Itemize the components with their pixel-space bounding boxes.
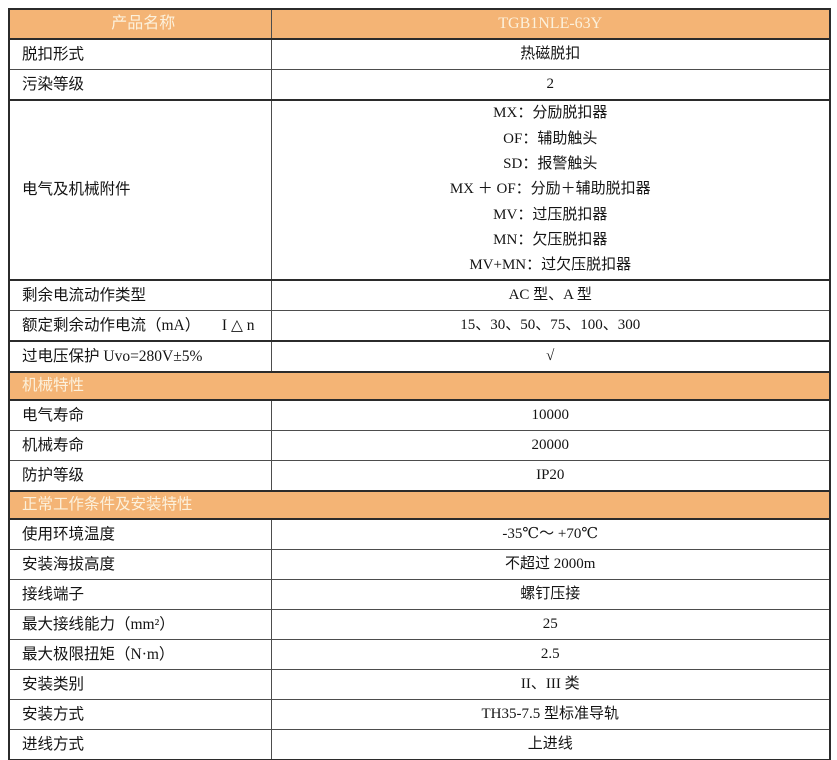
accessory-line: SD：报警触头 bbox=[503, 155, 598, 172]
row-label: 最大极限扭矩（N·m） bbox=[8, 639, 272, 670]
row-value-multiline: MX：分励脱扣器 OF：辅助触头 SD：报警触头 MX ＋ OF：分励＋辅助脱扣… bbox=[270, 99, 831, 281]
table-row-accessories: 电气及机械附件 MX：分励脱扣器 OF：辅助触头 SD：报警触头 MX ＋ OF… bbox=[8, 99, 831, 281]
table-row: 污染等级 2 bbox=[8, 69, 831, 101]
row-value: 2.5 bbox=[270, 639, 831, 670]
row-value: II、III 类 bbox=[270, 669, 831, 700]
row-value: 热磁脱扣 bbox=[270, 38, 831, 70]
row-label: 过电压保护 Uvo=280V±5% bbox=[8, 340, 272, 373]
row-value: 10000 bbox=[270, 399, 831, 431]
section-row-working-conditions: 正常工作条件及安装特性 bbox=[8, 490, 831, 520]
header-product-name-label: 产品名称 bbox=[8, 8, 272, 40]
product-spec-table: 产品名称 TGB1NLE-63Y 脱扣形式 热磁脱扣 污染等级 2 电气及机械附… bbox=[8, 8, 831, 760]
row-label-symbol: I △ n bbox=[221, 316, 255, 334]
table-row: 机械寿命 20000 bbox=[8, 430, 831, 461]
row-label: 安装海拔高度 bbox=[8, 549, 272, 580]
table-row: 脱扣形式 热磁脱扣 bbox=[8, 38, 831, 70]
table-row: 过电压保护 Uvo=280V±5% √ bbox=[8, 340, 831, 373]
row-label: 脱扣形式 bbox=[8, 38, 272, 70]
header-product-model: TGB1NLE-63Y bbox=[270, 8, 831, 40]
accessory-line: MN：欠压脱扣器 bbox=[493, 232, 608, 249]
section-title: 正常工作条件及安装特性 bbox=[8, 490, 831, 520]
row-label: 使用环境温度 bbox=[8, 518, 272, 550]
section-title: 机械特性 bbox=[8, 371, 831, 401]
row-label: 污染等级 bbox=[8, 69, 272, 101]
table-row: 进线方式 上进线 bbox=[8, 729, 831, 760]
row-label: 进线方式 bbox=[8, 729, 272, 760]
row-value: 螺钉压接 bbox=[270, 579, 831, 610]
row-label: 安装方式 bbox=[8, 699, 272, 730]
accessory-line: OF：辅助触头 bbox=[503, 130, 598, 147]
accessory-line: MV+MN：过欠压脱扣器 bbox=[469, 257, 632, 274]
accessory-line: MV：过压脱扣器 bbox=[493, 206, 608, 223]
accessory-line: MX：分励脱扣器 bbox=[493, 105, 608, 122]
row-value: TH35-7.5 型标准导轨 bbox=[270, 699, 831, 730]
table-row: 安装海拔高度 不超过 2000m bbox=[8, 549, 831, 580]
row-value: 上进线 bbox=[270, 729, 831, 760]
table-row: 安装方式 TH35-7.5 型标准导轨 bbox=[8, 699, 831, 730]
table-row: 电气寿命 10000 bbox=[8, 399, 831, 431]
row-value: 不超过 2000m bbox=[270, 549, 831, 580]
table-row: 最大极限扭矩（N·m） 2.5 bbox=[8, 639, 831, 670]
row-label: 机械寿命 bbox=[8, 430, 272, 461]
row-label: 电气寿命 bbox=[8, 399, 272, 431]
table-row: 接线端子 螺钉压接 bbox=[8, 579, 831, 610]
accessory-line: MX ＋ OF：分励＋辅助脱扣器 bbox=[449, 181, 651, 198]
table-row: 最大接线能力（mm²） 25 bbox=[8, 609, 831, 640]
table-row: 防护等级 IP20 bbox=[8, 460, 831, 492]
row-label: 最大接线能力（mm²） bbox=[8, 609, 272, 640]
row-value: -35℃～ +70℃ bbox=[270, 518, 831, 550]
row-value: AC 型、A 型 bbox=[270, 279, 831, 311]
row-label: 接线端子 bbox=[8, 579, 272, 610]
section-row-mechanical: 机械特性 bbox=[8, 371, 831, 401]
row-label: 安装类别 bbox=[8, 669, 272, 700]
table-header-row: 产品名称 TGB1NLE-63Y bbox=[8, 8, 831, 40]
table-row: 剩余电流动作类型 AC 型、A 型 bbox=[8, 279, 831, 311]
row-label: 防护等级 bbox=[8, 460, 272, 492]
table-row: 额定剩余动作电流（mA） I △ n 15、30、50、75、100、300 bbox=[8, 310, 831, 342]
row-value: IP20 bbox=[270, 460, 831, 492]
table-row: 使用环境温度 -35℃～ +70℃ bbox=[8, 518, 831, 550]
row-label-text: 额定剩余动作电流（mA） bbox=[22, 316, 201, 334]
row-label: 剩余电流动作类型 bbox=[8, 279, 272, 311]
row-value: 15、30、50、75、100、300 bbox=[270, 310, 831, 342]
row-value: 20000 bbox=[270, 430, 831, 461]
row-value: 2 bbox=[270, 69, 831, 101]
row-label: 额定剩余动作电流（mA） I △ n bbox=[8, 310, 272, 342]
row-label: 电气及机械附件 bbox=[8, 99, 272, 281]
table-row: 安装类别 II、III 类 bbox=[8, 669, 831, 700]
checkmark-value: √ bbox=[270, 340, 831, 373]
row-value: 25 bbox=[270, 609, 831, 640]
